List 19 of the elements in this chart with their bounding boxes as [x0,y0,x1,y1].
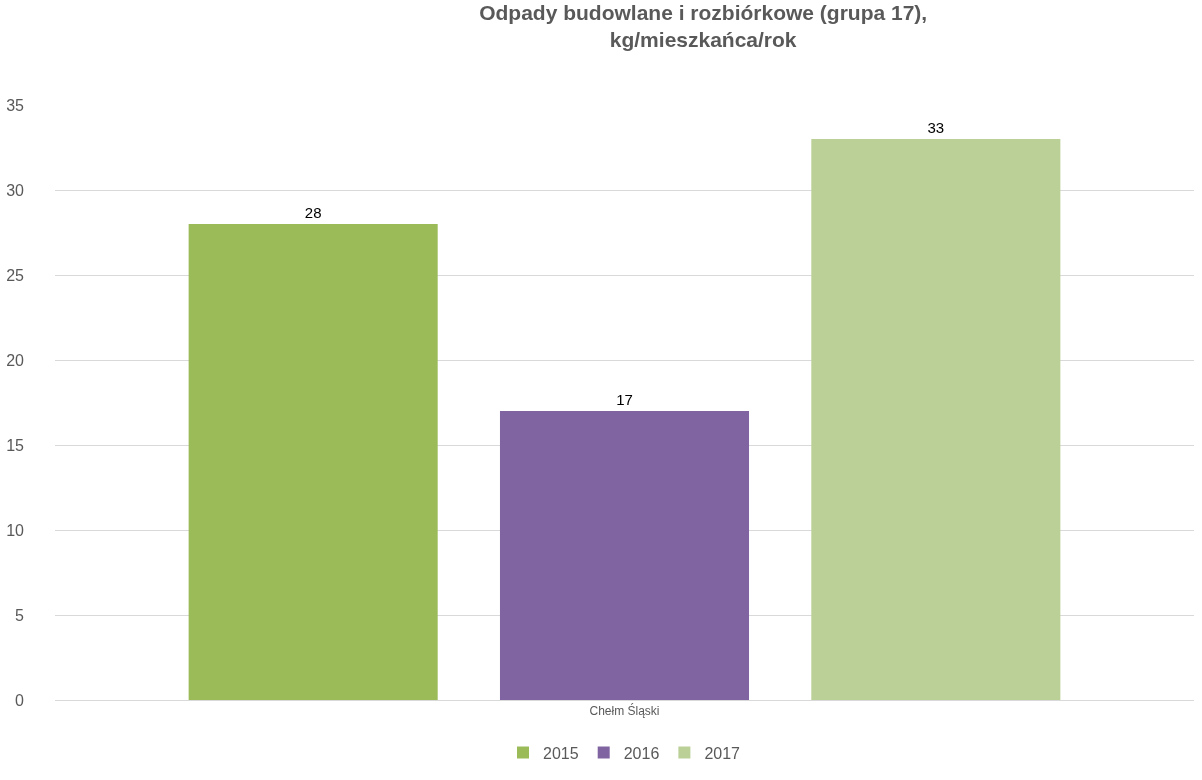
data-label: 28 [304,204,322,221]
chart-title: Odpady budowlane i rozbiórkowe (grupa 17), kg/mieszkańca/rok [479,0,928,51]
bar [188,224,438,700]
legend-label: 2016 [623,744,660,762]
y-tick-label: 35 [6,96,25,114]
x-tick-label: Chełm Śląski [589,703,660,719]
legend-label: 2017 [704,744,741,762]
y-tick-label: 20 [6,351,25,369]
bar [811,139,1061,700]
data-label: 17 [616,391,633,408]
data-label: 33 [927,119,945,136]
y-tick-label: 0 [15,691,25,709]
legend-label: 2015 [543,744,579,762]
bar [499,411,750,700]
y-tick-label: 25 [6,266,25,284]
y-tick-label: 30 [6,181,25,199]
y-tick-label: 10 [6,521,25,539]
y-tick-label: 5 [15,606,25,624]
y-tick-label: 15 [6,436,25,454]
